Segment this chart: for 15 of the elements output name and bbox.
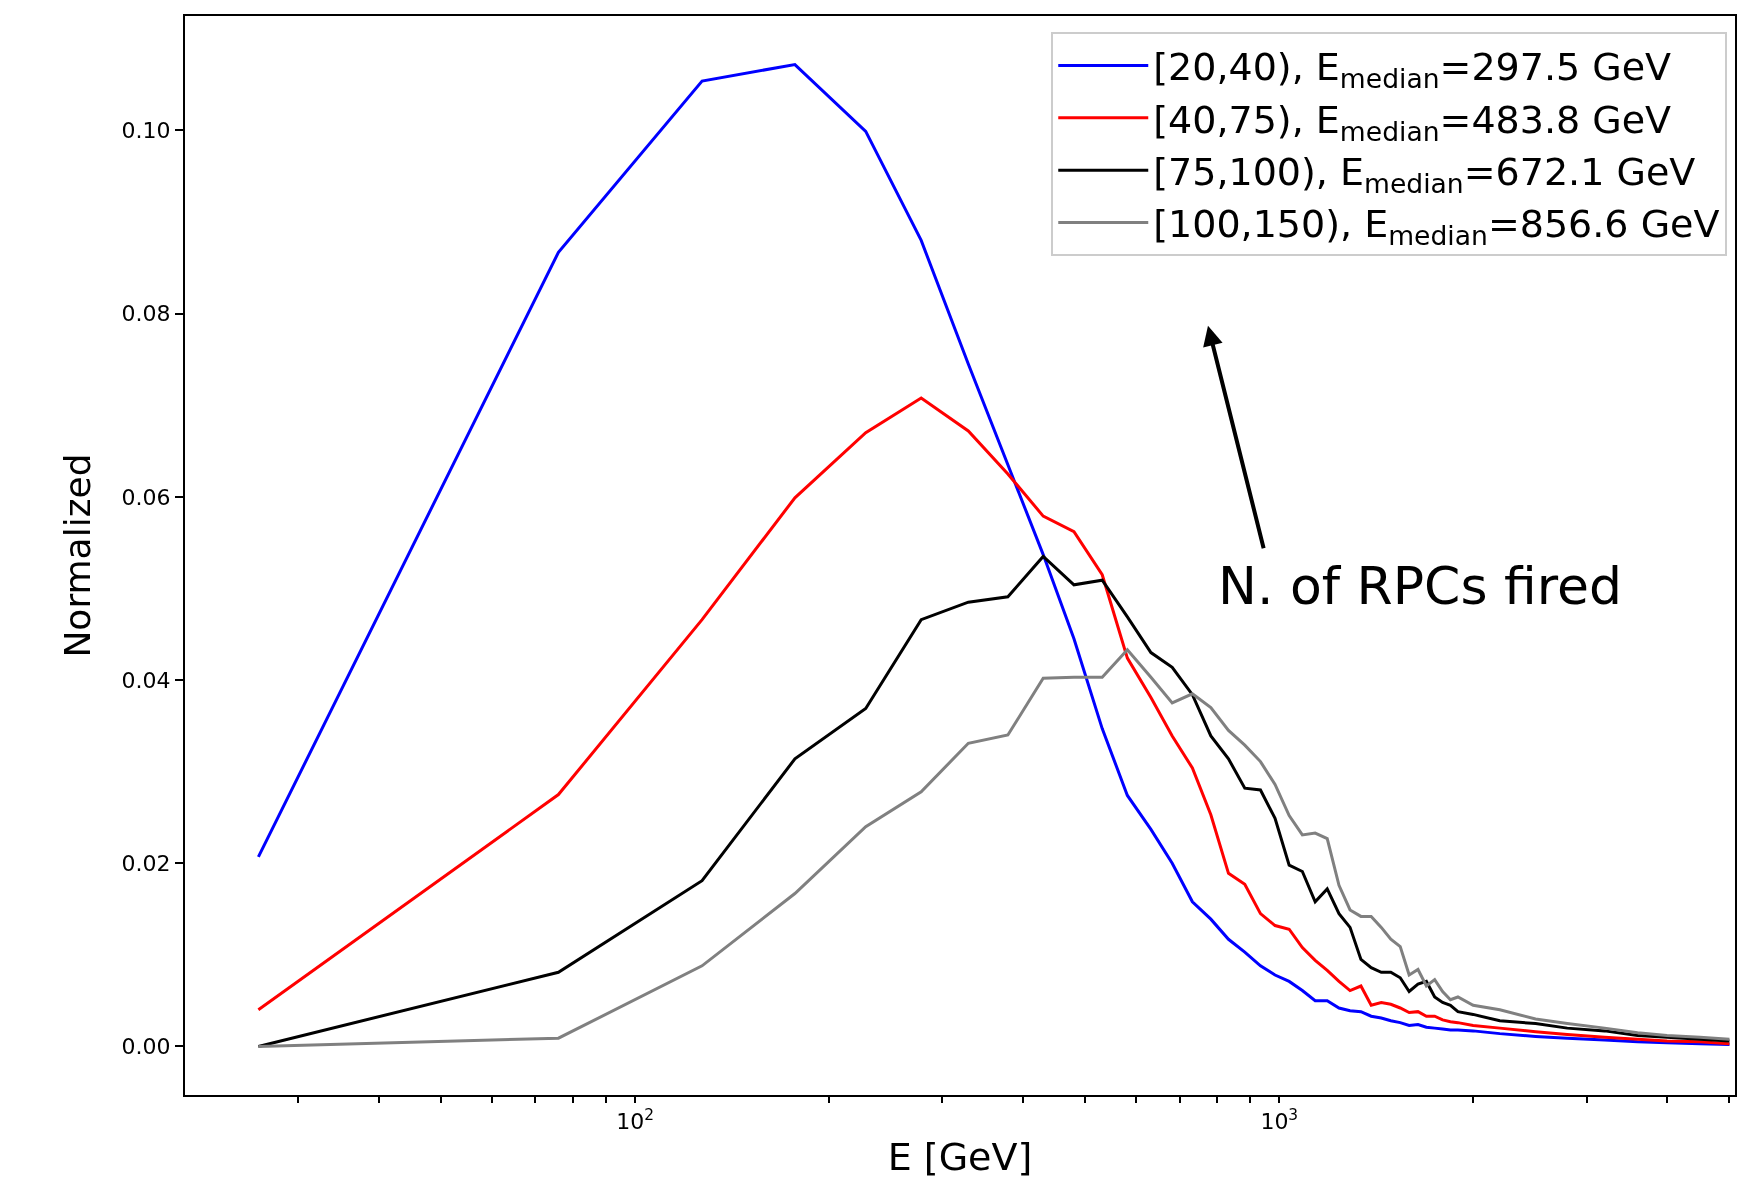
y-axis-title: Normalized [57, 453, 99, 658]
y-tick-label: 0.10 [121, 118, 171, 144]
x-tick-label: 10$^{3}$ [1260, 1106, 1299, 1135]
y-tick-label: 0.06 [121, 484, 171, 510]
legend-label: [100,150), E$_{median}$=856.6 GeV [1153, 202, 1720, 252]
legend-label: [40,75), E$_{median}$=483.8 GeV [1153, 97, 1672, 147]
y-tick-label: 0.04 [121, 667, 171, 693]
x-tick-label: 10$^{2}$ [616, 1106, 655, 1135]
x-axis-title: E [GeV] [887, 1135, 1033, 1179]
y-tick-label: 0.00 [121, 1034, 171, 1060]
legend-label: [20,40), E$_{median}$=297.5 GeV [1153, 45, 1672, 95]
annotation: N. of RPCs fired [1218, 556, 1623, 616]
y-tick-label: 0.02 [121, 850, 171, 876]
legend-label: [75,100), E$_{median}$=672.1 GeV [1153, 150, 1696, 199]
y-tick-label: 0.08 [121, 301, 171, 327]
